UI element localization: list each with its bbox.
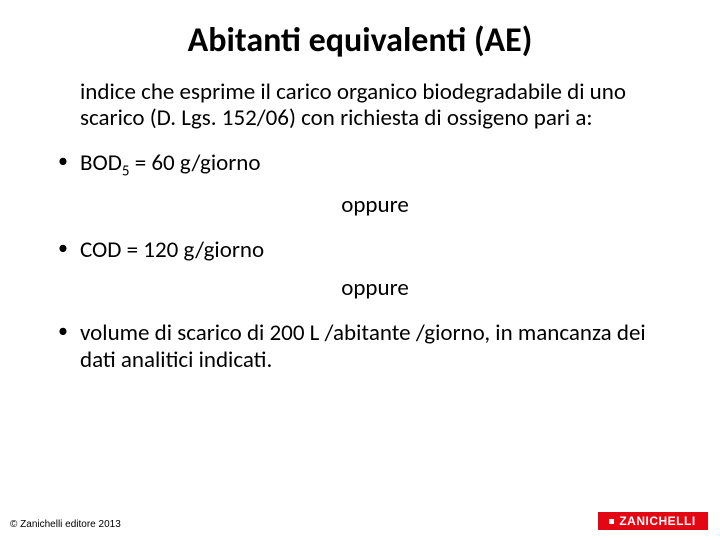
bullet-volume: volume di scarico di 200 L /abitante /gi… bbox=[80, 320, 670, 374]
oppure-2: oppure bbox=[80, 274, 670, 302]
logo-text: ZANICHELLI bbox=[619, 514, 695, 528]
footer: © Zanichelli editore 2013 ZANICHELLI bbox=[0, 510, 720, 530]
bod5-subscript: 5 bbox=[122, 162, 130, 180]
bullet-cod: COD = 120 g/giorno bbox=[80, 237, 670, 264]
bullet-list: BOD5 = 60 g/giorno bbox=[80, 150, 670, 181]
bod5-value: = 60 g/giorno bbox=[130, 149, 261, 177]
bullet-list-3: volume di scarico di 200 L /abitante /gi… bbox=[80, 320, 670, 374]
intro-paragraph: indice che esprime il carico organico bi… bbox=[80, 79, 670, 132]
slide: Abitanti equivalenti (AE) indice che esp… bbox=[0, 0, 720, 540]
zanichelli-logo: ZANICHELLI bbox=[598, 512, 708, 530]
copyright-text: © Zanichelli editore 2013 bbox=[10, 519, 121, 530]
slide-body: indice che esprime il carico organico bi… bbox=[0, 61, 720, 375]
logo-dot-icon bbox=[609, 519, 614, 524]
bod5-prefix: BOD bbox=[80, 149, 122, 177]
slide-title: Abitanti equivalenti (AE) bbox=[0, 0, 720, 61]
bullet-list-2: COD = 120 g/giorno bbox=[80, 237, 670, 264]
oppure-1: oppure bbox=[80, 191, 670, 219]
bullet-bod5: BOD5 = 60 g/giorno bbox=[80, 150, 670, 181]
